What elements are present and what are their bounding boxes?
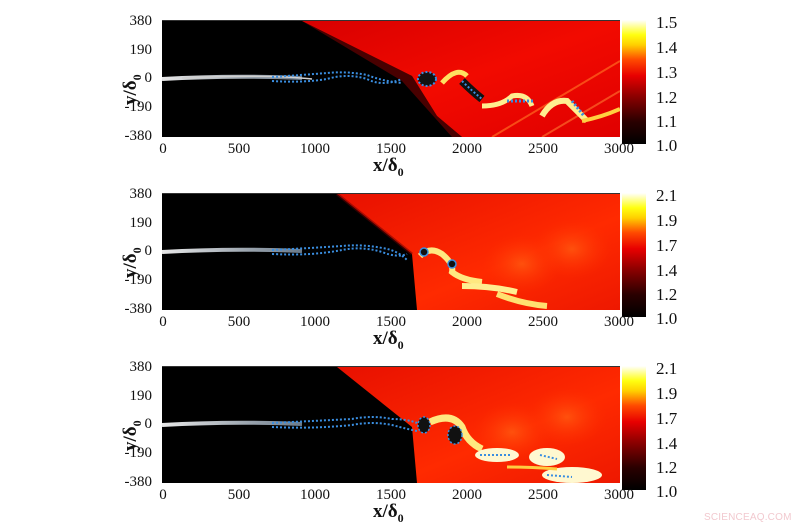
colorbar-1: [622, 20, 646, 144]
colorbar-label: 1.7: [656, 409, 678, 428]
y-tick: -190: [124, 272, 153, 288]
x-tick: 0: [159, 141, 167, 157]
x-tick: 500: [227, 314, 251, 330]
y-tick: -380: [124, 128, 153, 144]
colorbar-3: [622, 366, 646, 490]
colorbar-label: 1.1: [656, 112, 678, 131]
colorbar-label: 1.2: [656, 458, 678, 477]
colorbar-label: 1.3: [656, 63, 678, 82]
colorbar-label: 1.9: [656, 211, 678, 230]
x-tick: 2500: [528, 314, 558, 330]
y-tick: -380: [124, 474, 153, 490]
x-tick: 3000: [604, 314, 634, 330]
colorbar-label: 2.1: [656, 359, 678, 378]
colorbar-label: 1.0: [656, 309, 678, 328]
x-tick: 0: [159, 314, 167, 330]
heatmap-plot-1: [162, 20, 620, 137]
y-tick: 0: [144, 70, 153, 86]
x-tick: 1000: [300, 141, 330, 157]
y-tick: 380: [129, 186, 153, 202]
x-tick: 0: [159, 487, 167, 503]
x-tick: 1500: [376, 487, 406, 503]
x-tick: 500: [227, 141, 251, 157]
colorbar-label: 1.9: [656, 384, 678, 403]
x-tick: 2000: [452, 141, 482, 157]
colorbar-label: 2.1: [656, 186, 678, 205]
y-tick: -190: [124, 445, 153, 461]
colorbar-label: 1.4: [656, 38, 678, 57]
x-tick: 1000: [300, 487, 330, 503]
y-axis-label: y/δ0: [120, 420, 144, 451]
x-tick: 3000: [604, 141, 634, 157]
colorbar-label: 1.0: [656, 482, 678, 501]
x-tick: 1000: [300, 314, 330, 330]
x-tick: 1500: [376, 314, 406, 330]
y-tick: 380: [129, 359, 153, 375]
colorbar-2: [622, 193, 646, 317]
x-tick: 1500: [376, 141, 406, 157]
x-tick: 2500: [528, 487, 558, 503]
y-tick: -190: [124, 99, 153, 115]
y-tick: 0: [144, 416, 153, 432]
colorbar-label: 1.4: [656, 261, 678, 280]
y-tick: 380: [129, 13, 153, 29]
x-axis-label: x/δ0: [373, 155, 404, 179]
x-tick: 2500: [528, 141, 558, 157]
colorbar-label: 1.2: [656, 88, 678, 107]
y-axis-label: y/δ0: [120, 74, 144, 105]
colorbar-label: 1.7: [656, 236, 678, 255]
x-tick: 500: [227, 487, 251, 503]
colorbar-label: 1.2: [656, 285, 678, 304]
y-tick: 190: [129, 215, 153, 231]
x-axis-label: x/δ0: [373, 328, 404, 352]
y-tick: 190: [129, 388, 153, 404]
y-tick: 0: [144, 243, 153, 259]
x-tick: 2000: [452, 487, 482, 503]
y-tick: 190: [129, 42, 153, 58]
panel-3: 2.1 1.9 1.7 1.4 1.2 1.0 380 190 0 -190 -…: [0, 346, 800, 525]
colorbar-label: 1.0: [656, 136, 678, 155]
x-tick: 3000: [604, 487, 634, 503]
y-tick: -380: [124, 301, 153, 317]
x-tick: 2000: [452, 314, 482, 330]
colorbar-label: 1.4: [656, 434, 678, 453]
x-axis-label: x/δ0: [373, 501, 404, 525]
colorbar-label: 1.5: [656, 13, 678, 32]
panel-2: 2.1 1.9 1.7 1.4 1.2 1.0 380 190 0 -190 -…: [0, 173, 800, 352]
y-axis-label: y/δ0: [120, 247, 144, 278]
heatmap-plot-3: [162, 366, 620, 483]
watermark: SCIENCEAQ.COM: [704, 512, 792, 523]
heatmap-plot-2: [162, 193, 620, 310]
panel-1: 1.5 1.4 1.3 1.2 1.1 1.0 380 190 0 -190 -…: [0, 0, 800, 179]
